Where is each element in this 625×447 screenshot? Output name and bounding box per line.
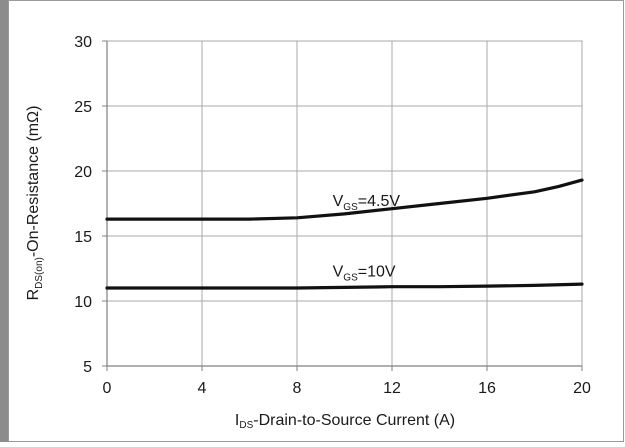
x-tick-label: 8 <box>293 380 302 397</box>
y-axis-label: RDS(on)-On-Resistance (mΩ) <box>25 106 45 301</box>
y-tick-label: 25 <box>74 99 92 116</box>
series-line-1 <box>105 282 584 290</box>
x-axis-label: IDS-Drain-to-Source Current (A) <box>235 412 455 431</box>
series-group <box>105 178 584 290</box>
x-tick-label: 4 <box>198 380 207 397</box>
labels-group: VGS=4.5V VGS=10V <box>333 193 401 283</box>
x-tick-label: 20 <box>573 380 591 397</box>
x-tick-label: 12 <box>383 380 401 397</box>
series-label-0: VGS=4.5V <box>333 193 401 213</box>
y-tick-label: 15 <box>74 229 92 246</box>
series-line-0 <box>105 178 584 221</box>
series-label-1: VGS=10V <box>333 263 396 283</box>
y-tick-label: 10 <box>74 294 92 311</box>
y-tick-label: 5 <box>83 359 92 376</box>
frame-left-border <box>0 0 8 442</box>
y-tick-label: 20 <box>74 164 92 181</box>
y-tick-label: 30 <box>74 34 92 51</box>
x-tick-label: 0 <box>103 380 112 397</box>
axes: 0 4 8 12 16 20 5 10 15 20 25 30 <box>74 34 591 397</box>
x-tick-label: 16 <box>478 380 496 397</box>
